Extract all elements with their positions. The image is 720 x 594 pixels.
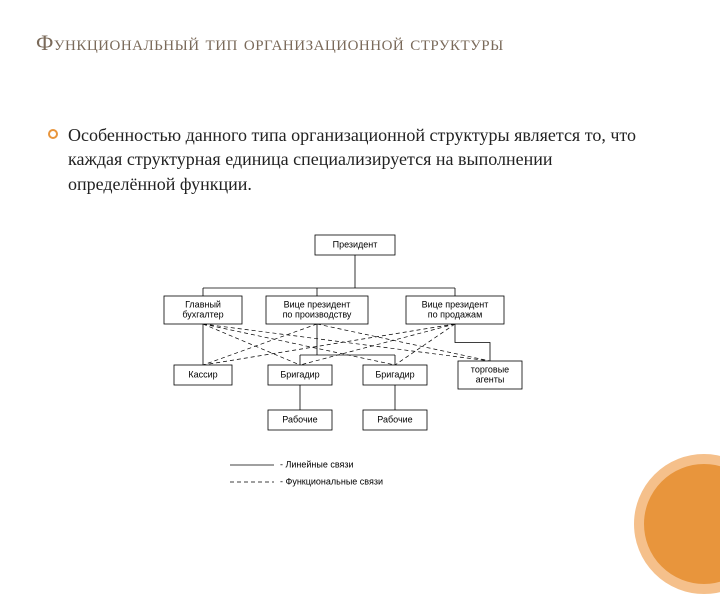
- node-label: бухгалтер: [182, 309, 223, 319]
- node-label: торговые: [471, 364, 509, 374]
- node-label: Рабочие: [377, 414, 412, 424]
- node-label: Вице президент: [422, 299, 489, 309]
- node-vp_sales: [406, 296, 504, 324]
- node-brig1: [268, 365, 332, 385]
- page-title: Функциональный тип организационной струк…: [36, 28, 684, 58]
- description-paragraph: Особенностью данного типа организационно…: [68, 123, 640, 196]
- node-vp_prod: [266, 296, 368, 324]
- node-work1: [268, 410, 332, 430]
- node-label: Главный: [185, 299, 221, 309]
- legend-dashed-label: - Функциональные связи: [280, 476, 383, 486]
- node-label: Кассир: [188, 369, 217, 379]
- node-president: [315, 235, 395, 255]
- node-cashier: [174, 365, 232, 385]
- node-label: агенты: [476, 374, 505, 384]
- node-label: Вице президент: [284, 299, 351, 309]
- decorative-corner-circle: [634, 454, 720, 594]
- node-label: Бригадир: [280, 369, 319, 379]
- node-brig2: [363, 365, 427, 385]
- node-label: по продажам: [428, 309, 483, 319]
- bullet-icon: [48, 129, 58, 139]
- legend-solid-label: - Линейные связи: [280, 459, 354, 469]
- node-agents: [458, 361, 522, 389]
- org-chart-diagram: ПрезидентГлавныйбухгалтерВице президентп…: [0, 0, 720, 540]
- node-label: по производству: [283, 309, 352, 319]
- node-accountant: [164, 296, 242, 324]
- node-work2: [363, 410, 427, 430]
- node-label: Бригадир: [375, 369, 414, 379]
- node-label: Президент: [333, 239, 378, 249]
- node-label: Рабочие: [282, 414, 317, 424]
